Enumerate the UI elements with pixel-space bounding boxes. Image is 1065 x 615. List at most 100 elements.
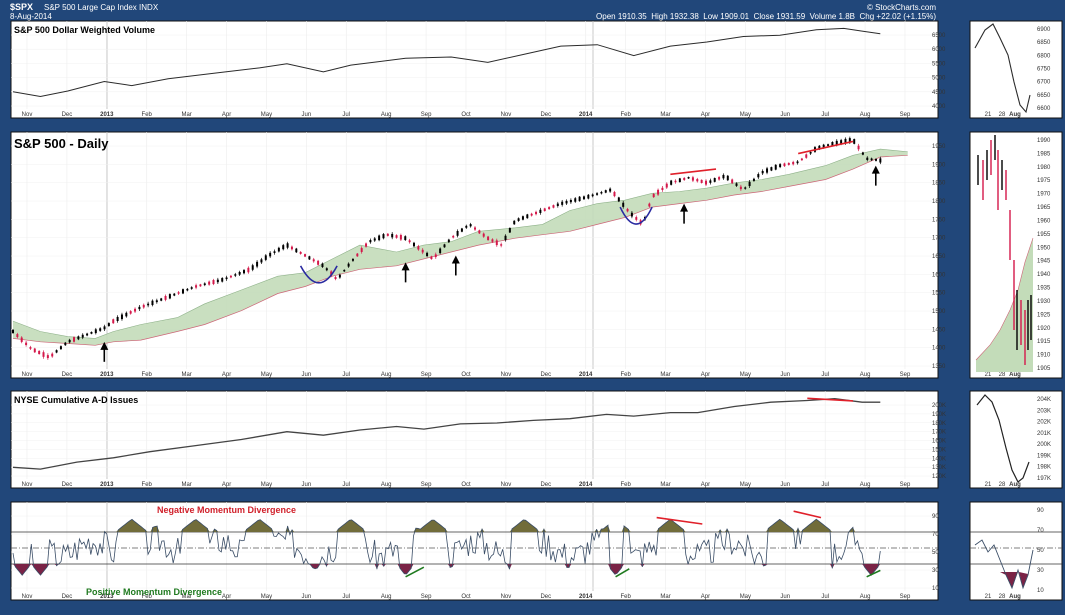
x-tick-label: Apr (222, 372, 231, 378)
candle-body (120, 314, 123, 320)
candle-body (195, 285, 198, 288)
candle-body (752, 178, 755, 181)
candle-body (613, 192, 616, 197)
candle-body (796, 161, 799, 164)
y-tick-label: 120K (932, 474, 946, 480)
momentum-overbought-fill (102, 519, 856, 532)
candle-body (225, 277, 228, 280)
candle-body (142, 304, 145, 308)
candle-body (147, 303, 150, 306)
side-x-tick-label: 21 (985, 594, 992, 600)
candle-body (713, 178, 716, 182)
x-tick-label: May (261, 112, 272, 118)
support-arrow-head (451, 255, 460, 264)
side-y-tick-label: 204K (1037, 397, 1051, 403)
x-tick-label: Jul (342, 372, 350, 378)
x-tick-label: Jul (821, 594, 829, 600)
x-tick-label: Sep (900, 112, 911, 118)
candle-body (853, 139, 856, 144)
candle-body (33, 348, 36, 353)
pos-divergence-line (615, 568, 630, 578)
candle-body (678, 178, 681, 183)
candle-body (569, 199, 572, 203)
x-tick-label: Jun (302, 594, 312, 600)
candle-body (243, 270, 246, 274)
candle-body (779, 164, 782, 168)
y-tick-label: 190K (932, 412, 946, 418)
candle-body (330, 271, 333, 276)
candle-body (443, 244, 446, 248)
candle-body (417, 246, 420, 250)
candle-body (399, 235, 402, 240)
candle-body (55, 350, 58, 353)
candle-body (548, 207, 551, 210)
x-tick-label: Jun (302, 112, 312, 118)
x-tick-label: Aug (381, 482, 392, 488)
candle-body (874, 158, 877, 161)
side-y-tick-label: 10 (1037, 588, 1044, 594)
y-tick-label: 70 (932, 532, 939, 538)
candle-body (134, 308, 137, 312)
x-tick-label: 2014 (579, 594, 593, 600)
candle-body (90, 332, 93, 334)
candle-body (552, 205, 555, 208)
candle-body (652, 193, 655, 198)
symbol-label: $SPX (10, 2, 34, 12)
x-tick-label: Dec (62, 594, 73, 600)
x-tick-label: 2013 (100, 112, 114, 118)
candle-body (452, 235, 455, 238)
candle-body (81, 334, 84, 338)
candle-body (792, 161, 795, 165)
ad-divergence-line (807, 397, 854, 402)
candle-body (238, 271, 241, 275)
side-y-tick-label: 1990 (1037, 138, 1051, 144)
x-tick-label: 2013 (100, 372, 114, 378)
neg-divergence-line (793, 510, 822, 519)
x-tick-label: May (261, 482, 272, 488)
x-tick-label: Nov (22, 372, 33, 378)
x-tick-label: Mar (181, 482, 191, 488)
candle-body (386, 233, 389, 236)
candle-body (582, 196, 585, 200)
x-tick-label: May (740, 372, 751, 378)
side-x-tick-label: Aug (1009, 372, 1021, 378)
side-y-tick-label: 1950 (1037, 245, 1051, 251)
candle-body (761, 170, 764, 174)
x-tick-label: Apr (222, 594, 231, 600)
side-y-tick-label: 6750 (1037, 67, 1051, 73)
x-tick-label: Jun (780, 482, 790, 488)
side-y-tick-label: 6700 (1037, 80, 1051, 86)
candle-body (168, 294, 171, 299)
candle-body (591, 194, 594, 197)
x-tick-label: Jun (302, 482, 312, 488)
pos-divergence-line (866, 569, 881, 578)
side-y-tick-label: 6800 (1037, 53, 1051, 59)
pos-divergence-line (405, 566, 425, 578)
candle-body (670, 180, 673, 185)
candle-body (504, 235, 507, 241)
candle-body (600, 192, 603, 194)
side-y-tick-label: 200K (1037, 442, 1051, 448)
x-tick-label: Sep (421, 372, 432, 378)
candle-body (29, 347, 32, 349)
candle-body (617, 197, 620, 202)
y-tick-label: 1350 (932, 364, 946, 370)
x-tick-label: Nov (501, 372, 512, 378)
side-cloud-edge (975, 237, 1034, 361)
x-tick-label: 2014 (579, 112, 593, 118)
x-tick-label: Jul (342, 112, 350, 118)
y-tick-label: 1500 (932, 309, 946, 315)
x-tick-label: Apr (222, 482, 231, 488)
x-tick-label: Apr (222, 112, 231, 118)
candle-body (373, 238, 376, 241)
candle-body (308, 256, 311, 260)
support-arrow-head (401, 262, 410, 271)
candle-body (665, 183, 668, 188)
candle-body (212, 280, 215, 285)
chart-header: $SPX S&P 500 Large Cap Index INDX 8-Aug-… (10, 2, 940, 21)
candle-body (290, 246, 293, 250)
x-tick-label: Feb (142, 372, 153, 378)
candle-body (430, 256, 433, 260)
x-tick-label: May (261, 372, 272, 378)
candle-body (38, 350, 41, 354)
